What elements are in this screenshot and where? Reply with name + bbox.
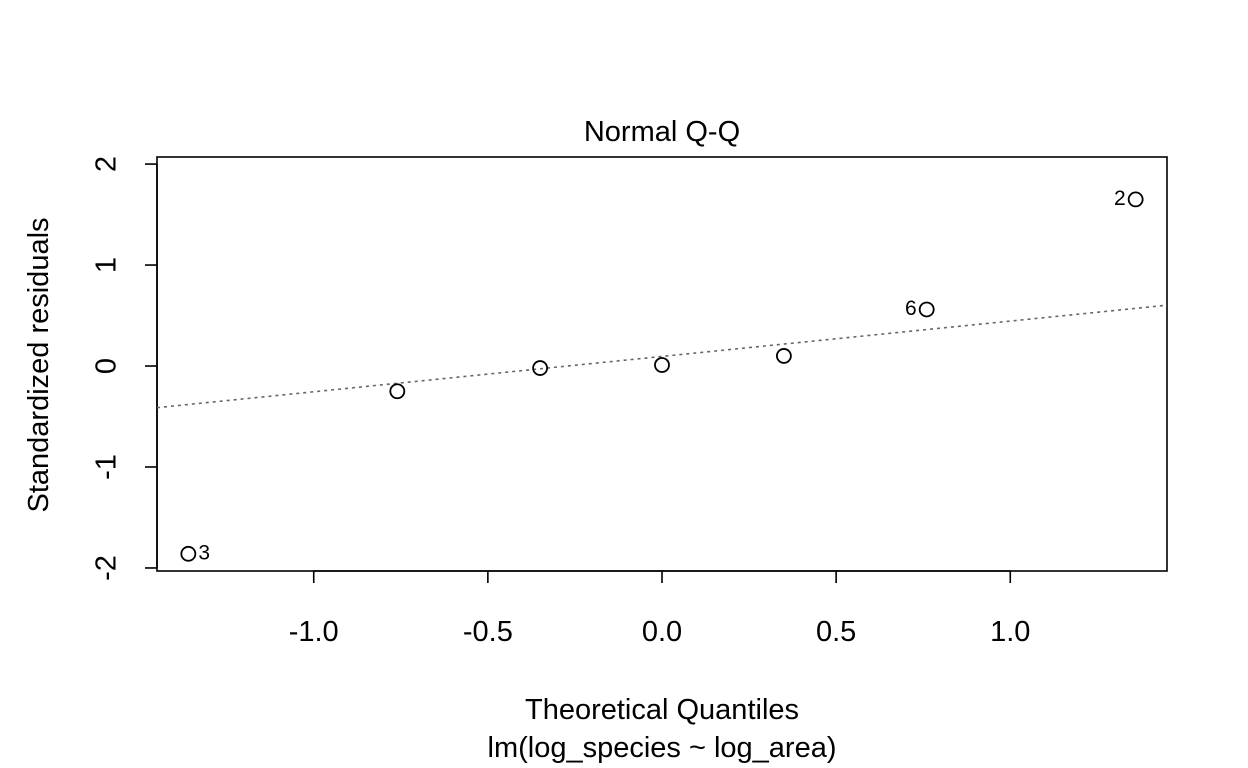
- data-point: [389, 383, 406, 400]
- y-tick-label: 2: [91, 156, 123, 172]
- point-label: 6: [905, 297, 917, 320]
- chart-title: Normal Q-Q: [584, 116, 740, 148]
- data-point: [775, 348, 792, 364]
- points-group: 3 6 2: [180, 187, 1144, 564]
- y-tick-label: -2: [91, 555, 123, 581]
- x-axis: -1.0 -0.5 0.0 0.5 1.0: [289, 570, 1030, 648]
- data-point: [180, 545, 197, 562]
- data-point: [918, 301, 935, 318]
- x-tick-label: -0.5: [463, 616, 513, 648]
- point-label: 3: [198, 541, 210, 564]
- x-tick-label: -1.0: [289, 616, 339, 648]
- model-subtitle: lm(log_species ~ log_area): [488, 732, 837, 764]
- point-label: 2: [1114, 187, 1126, 210]
- data-point: [532, 360, 549, 376]
- qq-reference-line: [156, 304, 1168, 409]
- x-axis-title: Theoretical Quantiles: [525, 694, 799, 726]
- y-axis-title: Standardized residuals: [23, 217, 55, 512]
- x-tick-label: 1.0: [990, 616, 1030, 648]
- y-tick-label: 1: [91, 257, 123, 273]
- y-axis: -2 -1 0 1 2: [91, 156, 158, 581]
- y-tick-label: 0: [91, 358, 123, 374]
- x-tick-label: 0.5: [816, 616, 856, 648]
- y-tick-label: -1: [91, 454, 123, 480]
- reference-line-group: [156, 304, 1168, 409]
- data-point: [654, 357, 670, 373]
- data-point: [1127, 191, 1144, 208]
- x-tick-label: 0.0: [642, 616, 682, 648]
